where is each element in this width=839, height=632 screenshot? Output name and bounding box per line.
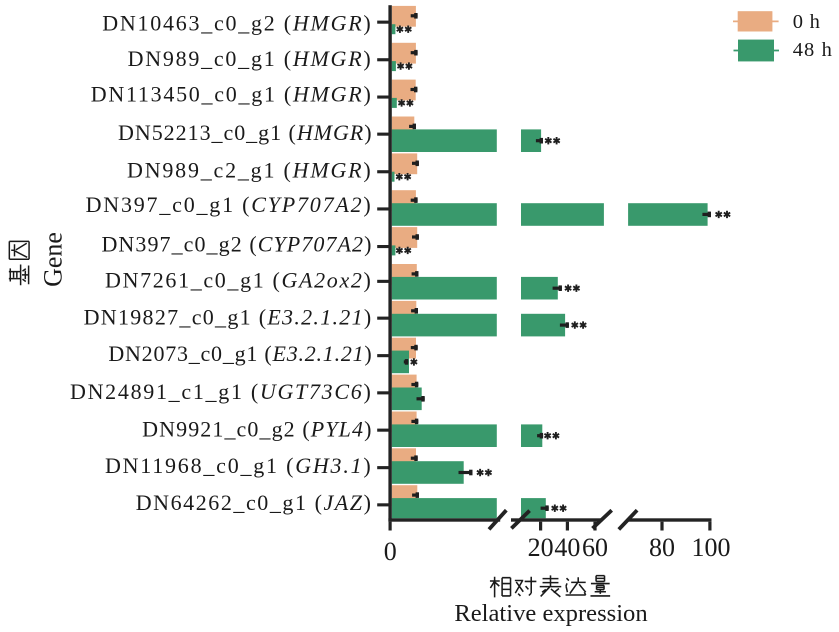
svg-text:DN989_c0_g1 (HMGR): DN989_c0_g1 (HMGR) bbox=[128, 46, 373, 71]
svg-text:DN397_c0_g2 (CYP707A2): DN397_c0_g2 (CYP707A2) bbox=[101, 232, 372, 257]
svg-text:DN397_c0_g1 (CYP707A2): DN397_c0_g1 (CYP707A2) bbox=[86, 192, 373, 217]
svg-text:DN7261_c0_g1 (GA2ox2): DN7261_c0_g1 (GA2ox2) bbox=[105, 268, 372, 293]
svg-text:DN113450_c0_g1 (HMGR): DN113450_c0_g1 (HMGR) bbox=[91, 82, 373, 107]
svg-text:100: 100 bbox=[692, 533, 731, 562]
svg-text:Gene: Gene bbox=[38, 232, 67, 287]
svg-text:0: 0 bbox=[384, 537, 397, 566]
svg-text:0 h: 0 h bbox=[793, 11, 821, 33]
svg-text:Relative expression: Relative expression bbox=[454, 600, 647, 627]
svg-text:DN11968_c0_g1 (GH3.1): DN11968_c0_g1 (GH3.1) bbox=[105, 453, 373, 478]
svg-text:60: 60 bbox=[582, 533, 608, 562]
svg-text:40: 40 bbox=[554, 533, 580, 562]
svg-text:DN989_c2_g1 (HMGR): DN989_c2_g1 (HMGR) bbox=[127, 158, 372, 183]
svg-text:DN19827_c0_g1 (E3.2.1.21): DN19827_c0_g1 (E3.2.1.21) bbox=[84, 304, 373, 329]
svg-text:20: 20 bbox=[528, 533, 554, 562]
svg-text:DN24891_c1_g1 (UGT73C6): DN24891_c1_g1 (UGT73C6) bbox=[70, 379, 373, 404]
svg-text:DN10463_c0_g2 (HMGR): DN10463_c0_g2 (HMGR) bbox=[102, 11, 372, 36]
svg-text:80: 80 bbox=[649, 533, 675, 562]
svg-text:DN9921_c0_g2 (PYL4): DN9921_c0_g2 (PYL4) bbox=[142, 417, 372, 442]
svg-text:48 h: 48 h bbox=[793, 39, 833, 61]
svg-text:DN64262_c0_g1 (JAZ): DN64262_c0_g1 (JAZ) bbox=[136, 490, 373, 515]
svg-text:DN52213_c0_g1 (HMGR): DN52213_c0_g1 (HMGR) bbox=[118, 120, 372, 145]
svg-text:DN2073_c0_g1 (E3.2.1.21): DN2073_c0_g1 (E3.2.1.21) bbox=[108, 341, 372, 366]
